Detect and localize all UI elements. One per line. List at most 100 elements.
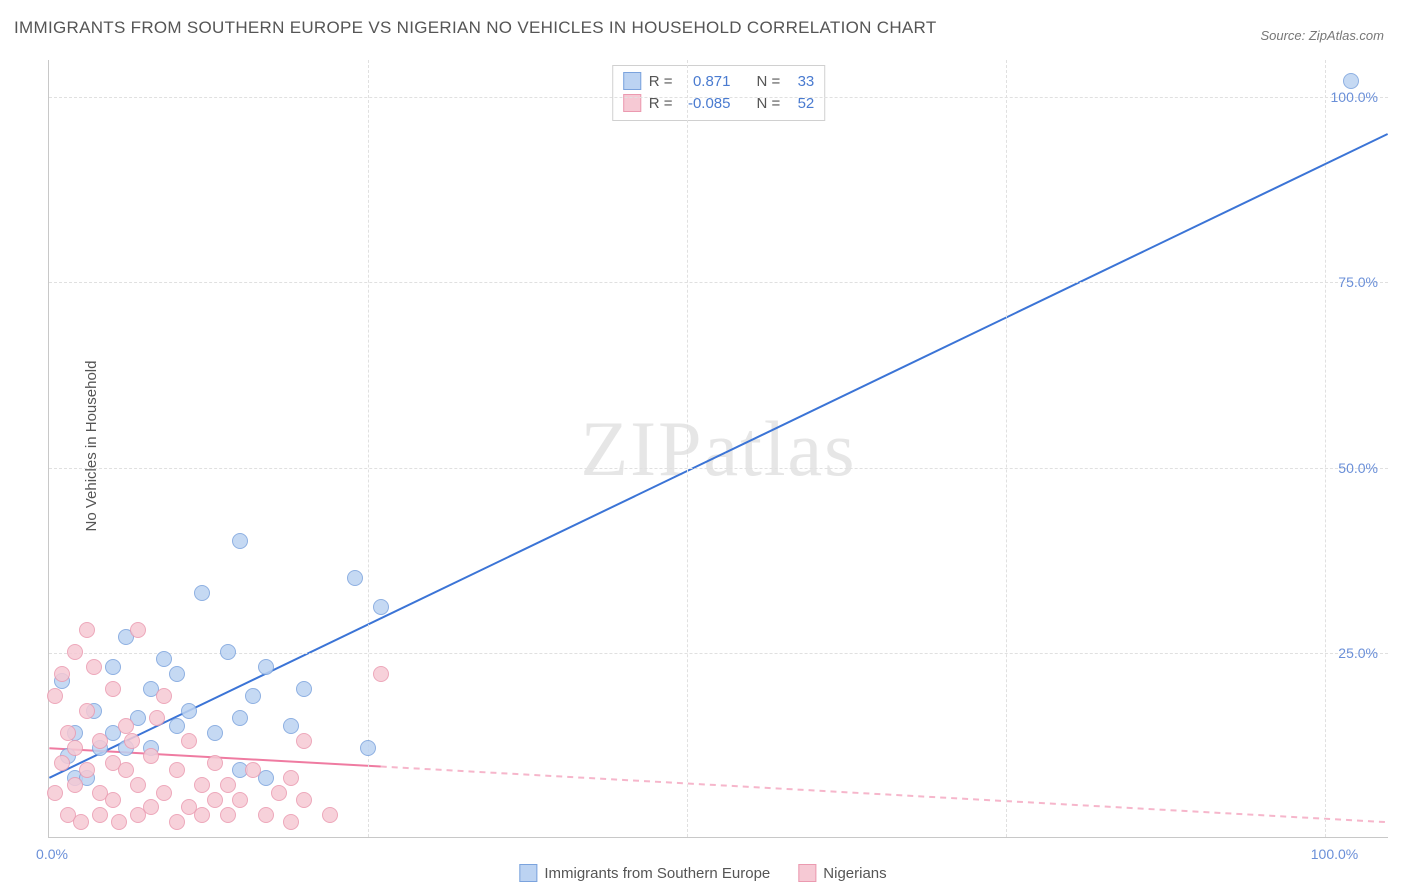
stats-n-value: 33 bbox=[788, 73, 814, 90]
scatter-point-nigerians bbox=[194, 777, 210, 793]
scatter-point-southern_europe bbox=[296, 681, 312, 697]
stats-row-southern_europe: R =0.871N =33 bbox=[623, 70, 815, 92]
scatter-point-nigerians bbox=[79, 622, 95, 638]
scatter-point-nigerians bbox=[47, 688, 63, 704]
scatter-point-nigerians bbox=[130, 777, 146, 793]
legend-swatch bbox=[519, 864, 537, 882]
stats-row-nigerians: R =-0.085N =52 bbox=[623, 92, 815, 114]
scatter-point-southern_europe bbox=[258, 659, 274, 675]
stats-legend-box: R =0.871N =33R =-0.085N =52 bbox=[612, 65, 826, 121]
x-tick-label: 0.0% bbox=[36, 846, 68, 862]
scatter-point-nigerians bbox=[283, 770, 299, 786]
scatter-point-southern_europe bbox=[347, 570, 363, 586]
y-tick-label: 50.0% bbox=[1338, 460, 1378, 476]
scatter-point-nigerians bbox=[118, 718, 134, 734]
stats-n-label: N = bbox=[757, 73, 781, 90]
scatter-point-nigerians bbox=[322, 807, 338, 823]
scatter-point-southern_europe bbox=[232, 710, 248, 726]
scatter-point-southern_europe bbox=[232, 533, 248, 549]
scatter-point-nigerians bbox=[283, 814, 299, 830]
watermark: ZIPatlas bbox=[581, 404, 857, 494]
scatter-point-southern_europe bbox=[105, 659, 121, 675]
scatter-point-nigerians bbox=[181, 733, 197, 749]
trend-lines-layer bbox=[49, 60, 1388, 837]
gridline-v bbox=[1325, 60, 1326, 837]
source-attribution: Source: ZipAtlas.com bbox=[1260, 28, 1384, 43]
scatter-point-nigerians bbox=[105, 792, 121, 808]
legend-swatch bbox=[798, 864, 816, 882]
scatter-point-southern_europe bbox=[360, 740, 376, 756]
scatter-point-nigerians bbox=[296, 792, 312, 808]
scatter-point-southern_europe bbox=[283, 718, 299, 734]
gridline-h bbox=[49, 97, 1388, 98]
trendline-nigerians-dashed bbox=[381, 767, 1388, 823]
scatter-point-nigerians bbox=[124, 733, 140, 749]
gridline-v bbox=[687, 60, 688, 837]
legend-item: Immigrants from Southern Europe bbox=[519, 864, 770, 882]
legend-bottom: Immigrants from Southern Europe Nigerians bbox=[519, 864, 886, 882]
plot-area: ZIPatlas R =0.871N =33R =-0.085N =52 25.… bbox=[48, 60, 1388, 838]
scatter-point-nigerians bbox=[54, 755, 70, 771]
scatter-point-nigerians bbox=[169, 762, 185, 778]
scatter-point-nigerians bbox=[207, 755, 223, 771]
source-name: ZipAtlas.com bbox=[1309, 28, 1384, 43]
y-tick-label: 75.0% bbox=[1338, 274, 1378, 290]
scatter-point-southern_europe bbox=[181, 703, 197, 719]
scatter-point-nigerians bbox=[258, 807, 274, 823]
scatter-point-nigerians bbox=[60, 725, 76, 741]
y-tick-label: 25.0% bbox=[1338, 645, 1378, 661]
stats-swatch bbox=[623, 72, 641, 90]
scatter-point-southern_europe bbox=[1343, 73, 1359, 89]
scatter-point-nigerians bbox=[111, 814, 127, 830]
scatter-point-nigerians bbox=[156, 785, 172, 801]
scatter-point-nigerians bbox=[86, 659, 102, 675]
scatter-point-nigerians bbox=[271, 785, 287, 801]
scatter-point-nigerians bbox=[207, 792, 223, 808]
scatter-point-southern_europe bbox=[169, 718, 185, 734]
trendline-southern_europe bbox=[49, 134, 1387, 778]
scatter-point-nigerians bbox=[54, 666, 70, 682]
scatter-point-nigerians bbox=[130, 622, 146, 638]
scatter-point-nigerians bbox=[47, 785, 63, 801]
scatter-point-nigerians bbox=[92, 807, 108, 823]
scatter-point-nigerians bbox=[143, 799, 159, 815]
legend-item: Nigerians bbox=[798, 864, 886, 882]
scatter-point-nigerians bbox=[373, 666, 389, 682]
scatter-point-nigerians bbox=[149, 710, 165, 726]
scatter-point-nigerians bbox=[118, 762, 134, 778]
scatter-point-nigerians bbox=[92, 733, 108, 749]
x-tick-label: 100.0% bbox=[1311, 846, 1358, 862]
scatter-point-nigerians bbox=[245, 762, 261, 778]
scatter-point-nigerians bbox=[296, 733, 312, 749]
gridline-h bbox=[49, 653, 1388, 654]
gridline-h bbox=[49, 282, 1388, 283]
legend-label: Immigrants from Southern Europe bbox=[544, 865, 770, 882]
legend-label: Nigerians bbox=[823, 865, 886, 882]
gridline-h bbox=[49, 468, 1388, 469]
scatter-point-southern_europe bbox=[169, 666, 185, 682]
scatter-point-nigerians bbox=[105, 681, 121, 697]
chart-title: IMMIGRANTS FROM SOUTHERN EUROPE VS NIGER… bbox=[14, 18, 937, 38]
scatter-point-nigerians bbox=[156, 688, 172, 704]
scatter-point-southern_europe bbox=[220, 644, 236, 660]
scatter-point-southern_europe bbox=[156, 651, 172, 667]
source-prefix: Source: bbox=[1260, 28, 1308, 43]
gridline-v bbox=[1006, 60, 1007, 837]
scatter-point-nigerians bbox=[67, 777, 83, 793]
scatter-point-nigerians bbox=[194, 807, 210, 823]
scatter-point-nigerians bbox=[232, 792, 248, 808]
scatter-point-nigerians bbox=[220, 777, 236, 793]
scatter-point-nigerians bbox=[169, 814, 185, 830]
scatter-point-southern_europe bbox=[194, 585, 210, 601]
scatter-point-nigerians bbox=[67, 740, 83, 756]
stats-r-label: R = bbox=[649, 73, 673, 90]
scatter-point-nigerians bbox=[143, 748, 159, 764]
scatter-point-nigerians bbox=[67, 644, 83, 660]
scatter-point-southern_europe bbox=[245, 688, 261, 704]
scatter-point-nigerians bbox=[79, 703, 95, 719]
y-tick-label: 100.0% bbox=[1331, 89, 1378, 105]
scatter-point-nigerians bbox=[220, 807, 236, 823]
scatter-point-nigerians bbox=[73, 814, 89, 830]
scatter-point-southern_europe bbox=[207, 725, 223, 741]
scatter-point-southern_europe bbox=[373, 599, 389, 615]
